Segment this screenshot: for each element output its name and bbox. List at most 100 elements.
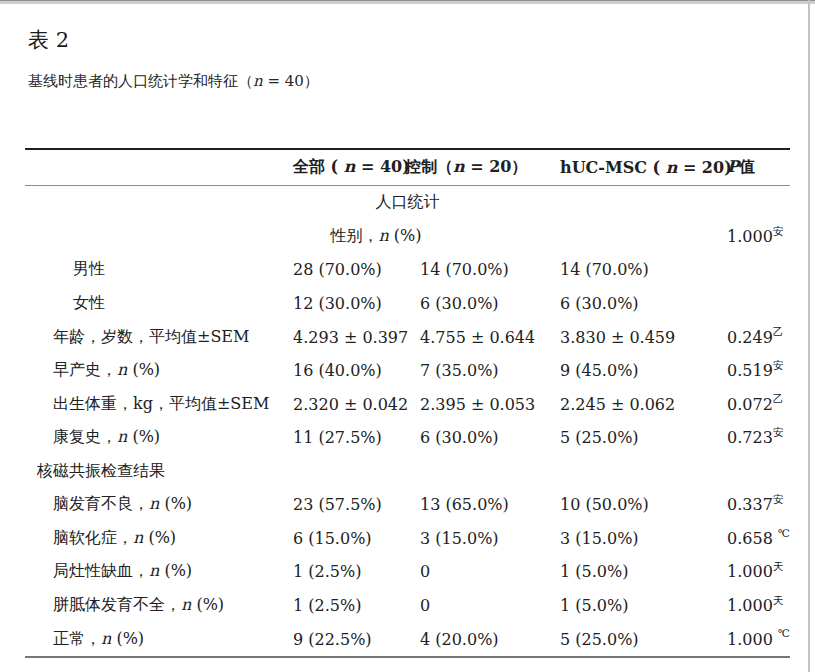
row-label-pre: 性别， [330,226,378,245]
value-cell: 5 (25.0%) [560,428,727,447]
row-label-it: n [117,360,127,379]
row-label-pre: 脑软化症， [53,528,133,547]
table-row: 早产史，n (%)16 (40.0%)7 (35.0%)9 (45.0%)0.5… [25,354,790,388]
p-value-cell: 1.000天 [727,596,790,615]
row-label-pre: 人口统计 [376,192,440,211]
value-cell: 6 (15.0%) [293,529,405,548]
value-cell: 3 (15.0%) [405,529,560,548]
p-value-superscript: 安 [773,493,784,505]
table-caption: 基线时患者的人口统计学和特征（n = 40） [28,72,319,91]
value-cell: 2.395 ± 0.053 [405,395,560,414]
row-label-it: n [149,494,159,513]
p-value-superscript: 安 [773,426,784,438]
table-row: 脑发育不良，n (%)23 (57.5%)13 (65.0%)10 (50.0%… [25,488,790,522]
row-label: 康复史，n (%) [25,427,293,448]
window-right-border [808,0,810,672]
value-cell: 1 (2.5%) [293,562,405,581]
row-label: 性别，n (%) [25,226,727,247]
p-value-cell: 0.072乙 [727,395,790,414]
p-value-cell: 0.519安 [727,361,790,380]
value-cell: 1 (2.5%) [293,596,405,615]
p-value-cell: 0.249乙 [727,328,790,347]
col-header-pvalue: P值 [727,157,790,178]
value-cell: 16 (40.0%) [293,361,405,380]
row-label: 年龄，岁数，平均值±SEM [25,327,293,348]
row-label: 局灶性缺血，n (%) [25,561,293,582]
row-label-pre: 女性 [73,293,105,312]
baseline-characteristics-table: 全部 ( n = 40) 控制（n = 20） hUC-MSC ( n = 20… [25,148,790,658]
row-label-pre: 出生体重，kg，平均值±SEM [53,394,269,413]
value-cell: 13 (65.0%) [405,495,560,514]
value-cell: 4.755 ± 0.644 [405,328,560,347]
table-row: 脑软化症，n (%)6 (15.0%)3 (15.0%)3 (15.0%)0.6… [25,522,790,556]
row-label: 正常，n (%) [25,629,293,650]
p-value-cell: 1.000 ℃ [727,630,790,649]
row-label: 脑发育不良，n (%) [25,494,293,515]
row-label-it: n [378,226,388,245]
row-label-post: (%) [191,595,224,614]
value-cell: 3 (15.0%) [560,529,727,548]
table-body: 人口统计性别，n (%)1.000安男性 28 (70.0%) 14 (70.0%)… [25,186,790,656]
value-cell: 14 (70.0%) [560,260,727,279]
row-label: 胼胝体发育不全，n (%) [25,595,293,616]
value-cell: 6 (30.0%) [405,428,560,447]
row-label-pre: 局灶性缺血， [53,561,149,580]
page-title: 表 2 [28,26,69,54]
value-cell: 12 (30.0%) [293,294,405,313]
row-label: 人口统计 [25,192,790,213]
row-label-pre: 年龄，岁数，平均值±SEM [53,327,249,346]
table-row: 局灶性缺血，n (%)1 (2.5%)01 (5.0%)1.000天 [25,555,790,589]
p-value-superscript: 乙 [773,325,784,337]
table-row: 年龄，岁数，平均值±SEM4.293 ± 0.3974.755 ± 0.6443… [25,320,790,354]
value-cell: 10 (50.0%) [560,495,727,514]
p-value-superscript: ℃ [778,627,790,639]
table-row: 性别，n (%)1.000安 [25,220,790,254]
section-header-row: 核磁共振检查结果 [25,455,790,489]
p-value-superscript: ℃ [778,527,790,539]
table-row: 人口统计 [25,186,790,220]
value-cell: 0 [405,562,560,581]
value-cell: 4 (20.0%) [405,630,560,649]
value-cell: 9 (22.5%) [293,630,405,649]
row-label-it: n [101,629,111,648]
p-value-superscript: 天 [773,560,784,572]
caption-suffix: = 40） [263,72,319,90]
value-cell: 1 (5.0%) [560,562,727,581]
table-row: 男性28 (70.0%)14 (70.0%)14 (70.0%) [25,253,790,287]
row-label-post: (%) [143,528,176,547]
row-label-it: n [133,528,143,547]
row-label-post: (%) [159,561,192,580]
row-label-it: n [149,561,159,580]
row-label: 核磁共振检查结果 [25,461,293,482]
p-value-superscript: 安 [773,359,784,371]
row-label-it: n [117,427,127,446]
value-cell: 0 [405,596,560,615]
p-value-cell: 1.000天 [727,562,790,581]
value-cell: 2.245 ± 0.062 [560,395,727,414]
row-label: 女性 [25,293,293,314]
value-cell: 6 (30.0%) [405,294,560,313]
p-value-superscript: 乙 [773,392,784,404]
row-label-post: (%) [389,226,422,245]
p-value-cell: 0.723安 [727,428,790,447]
row-label-pre: 正常， [53,629,101,648]
caption-n-italic: n [253,72,263,90]
value-cell: 23 (57.5%) [293,495,405,514]
value-cell: 28 (70.0%) [293,260,405,279]
table-row: 正常，n (%)9 (22.5%)4 (20.0%)5 (25.0%)1.000… [25,622,790,656]
row-label-post: (%) [127,427,160,446]
table-row: 女性12 (30.0%)6 (30.0%)6 (30.0%) [25,287,790,321]
row-label-post: (%) [111,629,144,648]
p-value-superscript: 安 [773,225,784,237]
window-top-border [0,0,815,4]
row-label: 男性 [25,259,293,280]
value-cell: 7 (35.0%) [405,361,560,380]
row-label-pre: 核磁共振检查结果 [37,461,165,480]
caption-text: 基线时患者的人口统计学和特征（ [28,72,253,90]
row-label-post: (%) [127,360,160,379]
p-value-superscript: 天 [773,594,784,606]
p-value-cell: 0.658 ℃ [727,529,790,548]
row-label: 出生体重，kg，平均值±SEM [25,394,293,415]
row-label-pre: 男性 [73,259,105,278]
col-header-control: 控制（n = 20） [405,157,560,178]
